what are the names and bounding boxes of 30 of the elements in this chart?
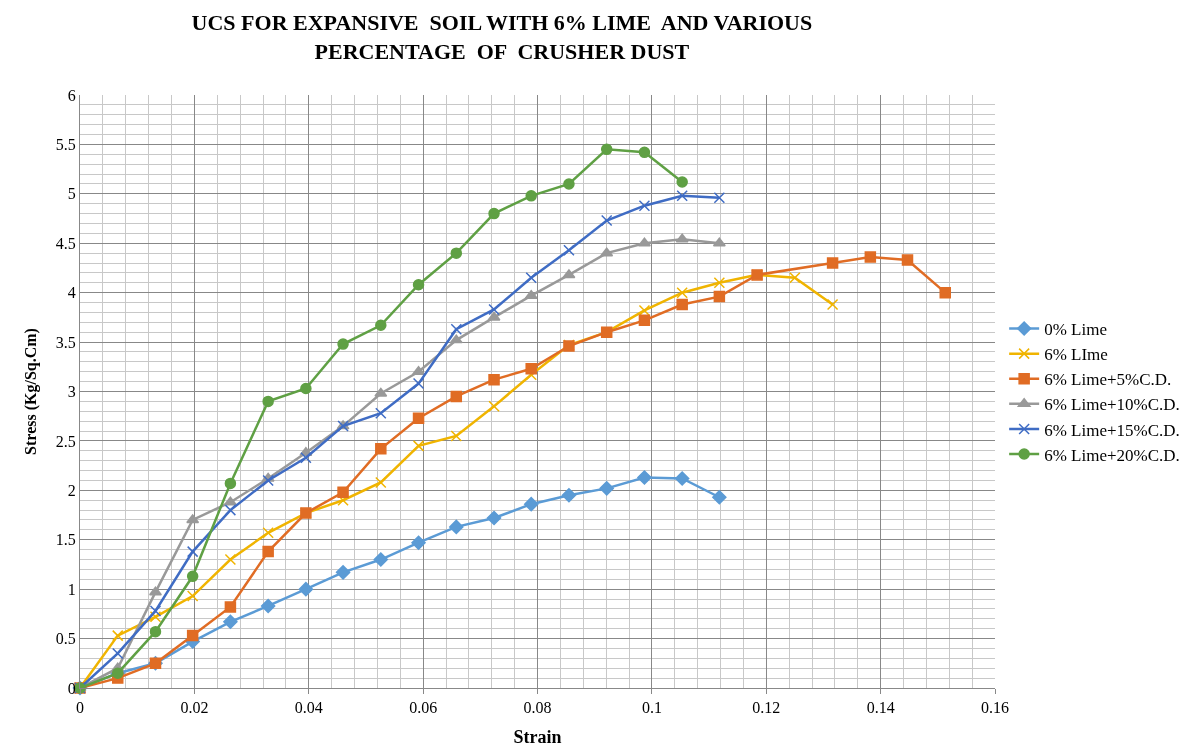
y-tick-label: 6 [67,86,76,104]
x-tick-label: 0.08 [523,699,552,717]
legend-label: 6% Lime+15%C.D. [1044,420,1180,440]
legend-label: 6% Lime+5%C.D. [1044,370,1172,390]
y-tick-label: 2 [67,481,76,499]
y-tick-label: 0 [67,679,76,697]
y-tick-label: 5.5 [55,136,76,154]
chart-title: UCS FOR EXPANSIVE SOIL WITH 6% LIME AND VARIOUS PERCENTAGE OF CRUSHER DUST [191,10,813,64]
x-tick-label: 0.12 [752,699,781,717]
y-tick-label: 1 [67,580,76,598]
x-tick-label: 0.1 [641,699,662,717]
y-tick-label: 0.5 [55,630,76,648]
y-tick-label: 4.5 [55,234,76,252]
legend-label: 6% LIme [1044,345,1108,365]
x-tick-label: 0.14 [866,699,895,717]
y-tick-label: 3 [67,383,76,401]
legend-label: 6% Lime+20%C.D. [1044,445,1180,465]
legend-label: 6% Lime+10%C.D. [1044,395,1180,415]
y-tick-label: 2.5 [55,432,76,450]
y-tick-label: 4 [67,284,76,302]
legend-label: 0% Lime [1044,320,1107,340]
x-tick-label: 0.04 [294,699,323,717]
x-tick-label: 0.02 [180,699,209,717]
y-axis-title: Stress (Kg/Sq.Cm) [21,328,40,455]
x-tick-label: 0.16 [981,699,1009,717]
x-tick-label: 0.06 [409,699,438,717]
y-tick-label: 1.5 [55,531,76,549]
y-tick-label: 3.5 [55,333,76,351]
y-tick-label: 5 [67,185,76,203]
x-axis-title: Strain [513,727,562,748]
